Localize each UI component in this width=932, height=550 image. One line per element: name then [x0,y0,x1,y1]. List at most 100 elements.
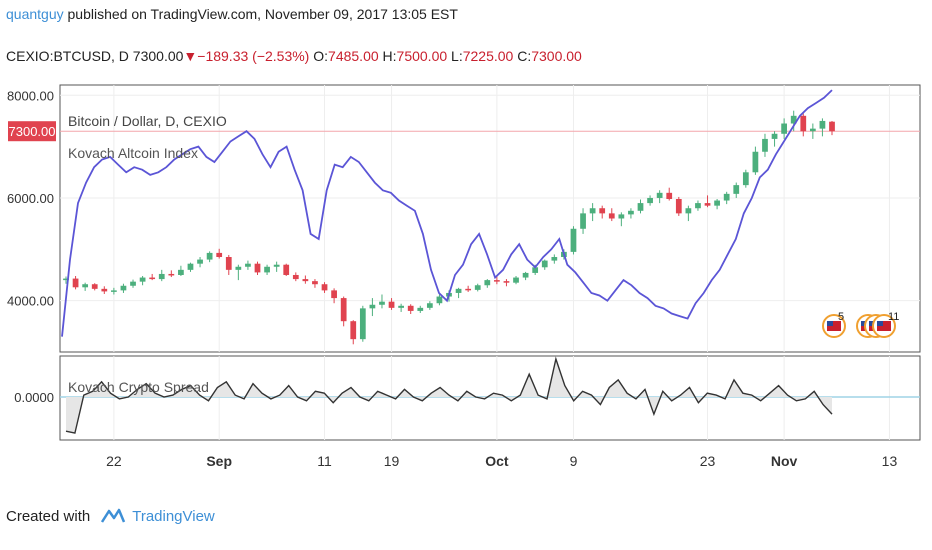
us-flag-badge-icon-canton [827,321,833,326]
open-value: 7485.00 [328,48,379,64]
spread-title: Kovach Crypto Spread [68,379,209,395]
candle-body [130,281,136,286]
chart-title: Bitcoin / Dollar, D, CEXIO [68,113,227,129]
candle-body [647,197,653,204]
x-tick-label: 19 [384,453,400,469]
candle-body [168,273,175,276]
high-label: H: [382,48,397,64]
candle-body [494,280,500,282]
author-link[interactable]: quantguy [6,6,64,22]
candle-body [302,279,309,282]
candle-body [675,198,682,214]
candle-body [216,252,223,258]
altcoin-index-line [61,89,833,337]
candle-body [273,264,280,267]
main-pane-frame [59,84,921,353]
candle-body [426,303,433,308]
low-label: L: [451,48,463,64]
candle-body [628,210,634,215]
candle-body [685,208,692,214]
tradingview-brand[interactable]: TradingView [132,507,215,525]
candle-body [178,269,184,275]
candle-body [829,121,835,132]
candle-body [82,284,89,288]
candle-body [704,203,711,206]
candle-body [72,278,79,288]
candle-body [522,272,529,278]
symbol-label: CEXIO:BTCUSD, D [6,48,129,64]
close-value: 7300.00 [531,48,582,64]
last-price-tag [8,121,56,142]
x-tick-label: Oct [485,453,509,469]
candle-body [369,304,376,309]
candle-body [111,290,117,292]
publish-info: quantguy published on TradingView.com, N… [6,6,458,22]
y-tick-label: 6000.00 [7,191,54,206]
candle-body [637,203,644,211]
candle-body [781,123,787,134]
candle-body [762,138,768,152]
publish-text: published on TradingView.com, November 0… [67,6,458,22]
candle-body [417,307,424,311]
spread-area [66,359,832,434]
candle-body [436,296,443,304]
candle-body [809,128,816,132]
close-label: C: [517,48,532,64]
candle-body [790,115,797,124]
candle-body [197,259,203,264]
candle-body [551,257,558,261]
candle-body [321,284,328,291]
footer: Created with TradingView [6,506,215,526]
y-tick-label: 4000.00 [7,294,54,309]
candle-body [695,203,701,209]
candle-body [474,285,481,290]
x-tick-label: Nov [771,453,798,469]
candle-body [350,321,357,340]
candle-body [292,274,299,280]
candle-body [139,277,146,282]
candle-body [733,185,740,194]
x-tick-label: 23 [700,453,716,469]
candle-body [379,301,385,305]
candle-body [235,266,242,270]
candle-body [541,260,548,268]
candle-body [245,263,251,267]
x-tick-label: 9 [570,453,578,469]
price-chart[interactable]: 8000.00 6000.00 4000.00 22 Sep 11 19 Oct 9 23 Nov 1… [0,0,932,500]
x-tick-label: Sep [206,453,232,469]
us-flag-badge-icon-stripe [877,321,891,331]
candle-body [819,120,826,129]
us-flag-badge-icon-canton [861,321,867,326]
candle-body [264,266,270,273]
down-triangle-icon: ▼ [183,48,198,64]
us-flag-badge-icon-stripe [827,321,841,331]
candle-body [800,115,807,132]
candle-body [340,298,347,322]
candle-body [225,257,232,270]
candle-body [465,288,472,291]
candle-body [656,192,663,198]
x-tick-label: 22 [106,453,122,469]
us-flag-badge-icon-canton [877,321,883,326]
candle-body [120,285,127,291]
indicator-title: Kovach Altcoin Index [68,145,198,161]
candle-body [742,172,749,186]
candle-body [101,288,108,292]
candle-body [503,281,510,283]
last-price-tag-label: 7300.00 [9,124,56,139]
spread-y-tick-label: 0.0000 [14,390,54,405]
candle-body [91,284,98,289]
candle-body [570,228,577,252]
y-tick-label: 8000.00 [7,88,54,103]
created-with-text: Created with [6,507,91,525]
candle-body [608,213,615,219]
candle-body [312,281,318,285]
candle-body [388,301,395,308]
candle-body [63,278,69,281]
candle-body [158,273,165,280]
tradingview-logo-icon[interactable] [100,506,126,526]
us-flag-badge-icon-canton [869,321,875,326]
candle-body [580,213,586,229]
high-value: 7500.00 [396,48,448,64]
badge-count: 5 [838,311,844,323]
